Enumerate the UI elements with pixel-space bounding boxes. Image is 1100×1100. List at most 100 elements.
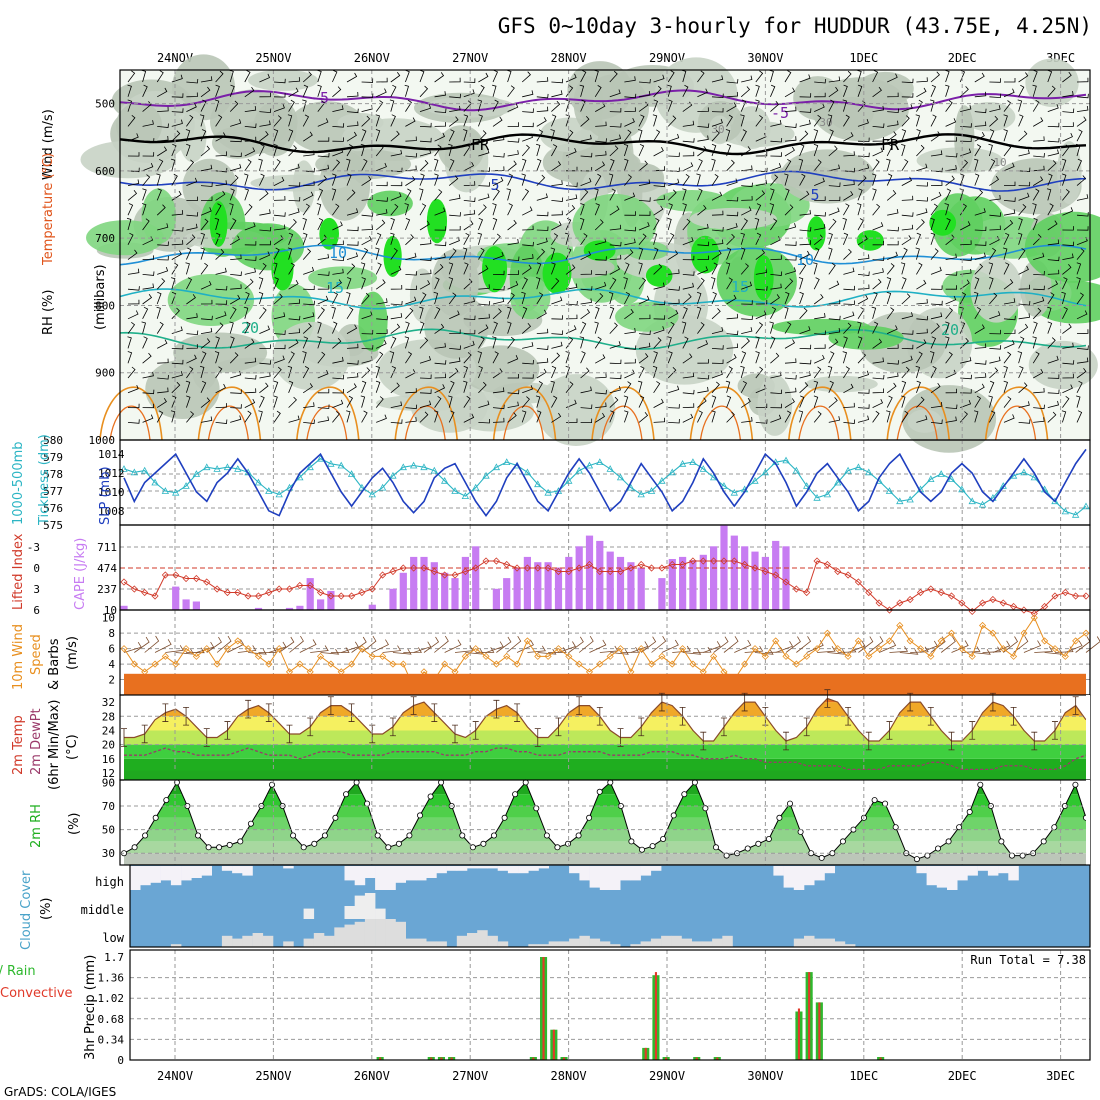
- upper-barb-1063: [770, 174, 779, 186]
- upper-barb-250: [273, 224, 286, 231]
- upper-barb-601: [491, 84, 497, 97]
- li-tick-2: 3: [33, 583, 40, 596]
- cape-bar-47: [606, 551, 614, 610]
- upper-barb-442: [390, 217, 395, 231]
- rh-point-50: [649, 843, 656, 850]
- upper-barb-57: [156, 204, 166, 216]
- upper-barb-1269: [886, 382, 897, 394]
- cloud-low-49: [630, 944, 641, 947]
- upper-barb-452: [390, 365, 397, 379]
- upper-barb-1470: [1018, 167, 1031, 173]
- upper-barb-514: [434, 226, 447, 231]
- precip-tick-3: 0.68: [98, 1013, 125, 1026]
- cloud-low-58: [722, 935, 733, 947]
- upper-barb-1029: [740, 380, 748, 393]
- upper-barb-834: [624, 345, 637, 350]
- rh-point-18: [311, 840, 318, 847]
- upper-barb-1179: [843, 114, 850, 127]
- upper-barb-1280: [901, 195, 914, 201]
- wind-point-40: [534, 652, 542, 660]
- li-point-49: [627, 564, 635, 572]
- upper-barb-604: [492, 135, 505, 142]
- thickness-point-27: [399, 463, 407, 471]
- upper-barb-1367: [945, 416, 957, 423]
- cloud-low-23: [364, 919, 376, 947]
- wind-point-54: [679, 645, 687, 653]
- li-point-5: [172, 571, 180, 579]
- upper-barb-489: [419, 203, 427, 216]
- upper-barb-1379: [960, 240, 972, 246]
- upper-barb-1147: [814, 354, 825, 364]
- upper-barb-94: [171, 395, 177, 408]
- cloud-high-10: [232, 866, 243, 874]
- upper-barb-560: [463, 197, 476, 202]
- upper-barb-1313: [916, 328, 928, 334]
- upper-barb-1271: [886, 410, 891, 423]
- rh-point-41: [554, 844, 561, 851]
- wind-barb-52: [661, 639, 679, 653]
- upper-barb-281: [288, 328, 301, 334]
- upper-barb-1195: [842, 351, 847, 364]
- upper-barb-832: [624, 308, 634, 320]
- contour-label-13: 30: [819, 116, 832, 129]
- upper-barb-1527: [1047, 292, 1055, 305]
- upper-barb-407: [361, 410, 368, 423]
- upper-barb-126: [200, 164, 213, 172]
- wind-barb-29: [423, 636, 440, 653]
- upper-barb-1130: [814, 103, 825, 112]
- upper-barb-827: [624, 238, 636, 246]
- upper-barb-241: [273, 93, 286, 98]
- wind-barb-38: [516, 639, 534, 653]
- upper-barb-899: [667, 232, 675, 246]
- upper-barb-659: [522, 241, 534, 247]
- upper-barb-301: [303, 266, 315, 275]
- upper-barb-1035: [755, 114, 764, 127]
- upper-barb-481: [419, 85, 429, 98]
- li-point-0: [120, 578, 128, 586]
- dewpoint-line: [124, 747, 1087, 771]
- upper-barb-393: [361, 212, 374, 217]
- upper-barb-1414: [974, 395, 982, 408]
- upper-barb-760: [580, 308, 591, 320]
- upper-barb-1448: [1003, 197, 1016, 202]
- li-point-33: [461, 567, 469, 576]
- cloud-mid-24: [375, 908, 386, 919]
- upper-barb-1563: [1076, 116, 1087, 127]
- cloud-high-82: [967, 866, 978, 876]
- cloud-low-28: [416, 938, 427, 947]
- rh-point-51: [660, 836, 667, 843]
- thickness-point-44: [575, 466, 583, 474]
- upper-barb-396: [361, 247, 369, 260]
- upper-barb-133: [200, 262, 209, 275]
- upper-barb-1550: [1062, 277, 1068, 290]
- upper-barb-309: [302, 383, 313, 394]
- wind-point-60: [741, 660, 749, 668]
- upper-barb-207: [244, 291, 250, 305]
- upper-barb-1129: [814, 92, 826, 98]
- upper-barb-1480: [1018, 313, 1030, 320]
- upper-barb-970: [711, 227, 724, 232]
- upper-barb-1475: [1017, 232, 1023, 245]
- li-point-35: [482, 557, 490, 565]
- upper-barb-7: [127, 179, 140, 186]
- upper-barb-594: [478, 336, 485, 349]
- upper-barb-1161: [828, 207, 840, 216]
- upper-barb-565: [463, 262, 469, 275]
- cape-bar-61: [751, 551, 759, 610]
- wind-barb-15: [278, 636, 295, 653]
- wind-barb-82: [972, 649, 991, 655]
- upper-barb-911: [668, 418, 680, 424]
- upper-barb-269: [288, 145, 297, 157]
- upper-barb-724: [565, 129, 574, 142]
- upper-barb-3: [127, 114, 136, 127]
- upper-barb-1488: [1032, 69, 1038, 83]
- upper-barb-326: [317, 285, 330, 290]
- contour-minus5: [119, 89, 1087, 112]
- cloud-high-65: [793, 866, 805, 890]
- upper-barb-792: [609, 70, 618, 83]
- upper-barb-1490: [1032, 99, 1040, 112]
- rh-blob-47: [367, 190, 413, 217]
- upper-barb-1205: [857, 152, 870, 158]
- upper-barb-1121: [799, 326, 811, 334]
- surface-loop-inner-6: [699, 405, 742, 441]
